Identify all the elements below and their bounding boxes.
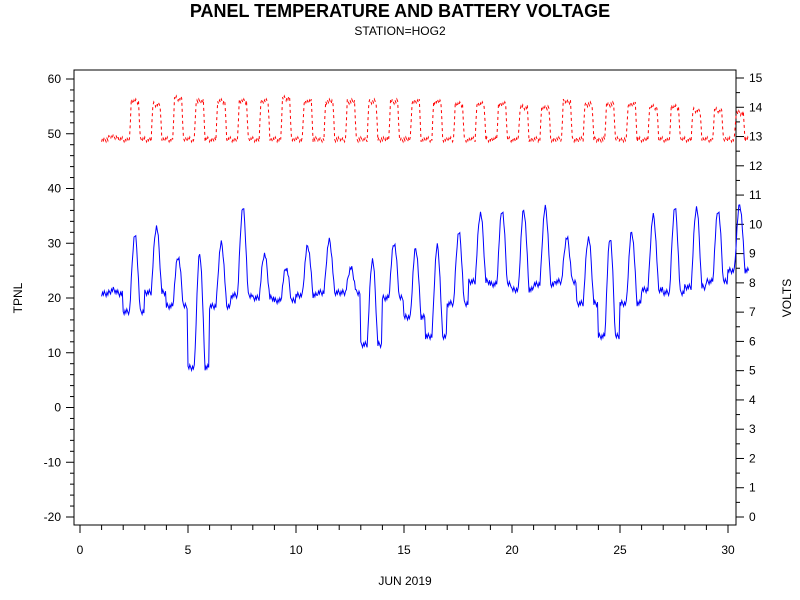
y-right-tick-label: 1 (749, 481, 756, 495)
y-left-tick-label: -10 (44, 455, 62, 469)
y-axis-label-right: VOLTS (780, 279, 794, 317)
x-tick-label: 0 (77, 543, 84, 557)
y-right-tick-label: 6 (749, 334, 756, 348)
x-tick-label: 15 (397, 543, 411, 557)
x-tick-label: 10 (289, 543, 303, 557)
series-line-volts (101, 94, 750, 144)
x-tick-label: 30 (721, 543, 735, 557)
x-tick-label: 5 (185, 543, 192, 557)
x-axis-label: JUN 2019 (378, 574, 432, 588)
y-left-tick-label: 40 (48, 182, 62, 196)
y-left-tick-label: 20 (48, 291, 62, 305)
y-left-tick-label: 60 (48, 72, 62, 86)
chart-subtitle: STATION=HOG2 (354, 24, 446, 38)
y-left-tick-label: 0 (54, 401, 61, 415)
y-right-tick-label: 4 (749, 393, 756, 407)
y-right-tick-label: 8 (749, 276, 756, 290)
y-right-tick-label: 7 (749, 305, 756, 319)
y-left-tick-label: 30 (48, 236, 62, 250)
y-left-tick-label: -20 (44, 510, 62, 524)
series-line-tpnl (101, 204, 750, 373)
y-right-tick-label: 11 (749, 188, 762, 202)
y-right-tick-label: 10 (749, 217, 763, 231)
y-axis-left: -20 -10 0 10 20 30 40 50 60 (44, 72, 74, 524)
y-right-tick-label: 2 (749, 451, 756, 465)
y-axis-label-left: TPNL (11, 282, 25, 313)
x-tick-label: 20 (505, 543, 519, 557)
chart-title: PANEL TEMPERATURE AND BATTERY VOLTAGE (190, 1, 610, 21)
y-right-tick-label: 14 (749, 100, 763, 114)
x-tick-label: 25 (613, 543, 627, 557)
y-right-tick-label: 15 (749, 71, 763, 85)
y-left-tick-label: 50 (48, 127, 62, 141)
y-right-tick-label: 3 (749, 422, 756, 436)
x-axis: 0 5 10 15 20 25 30 (77, 525, 735, 557)
y-right-tick-label: 12 (749, 159, 763, 173)
y-right-tick-label: 9 (749, 247, 756, 261)
y-left-tick-label: 10 (48, 346, 62, 360)
y-right-tick-label: 0 (749, 510, 756, 524)
y-right-tick-label: 13 (749, 130, 763, 144)
y-right-tick-label: 5 (749, 364, 756, 378)
series-group (101, 94, 750, 373)
